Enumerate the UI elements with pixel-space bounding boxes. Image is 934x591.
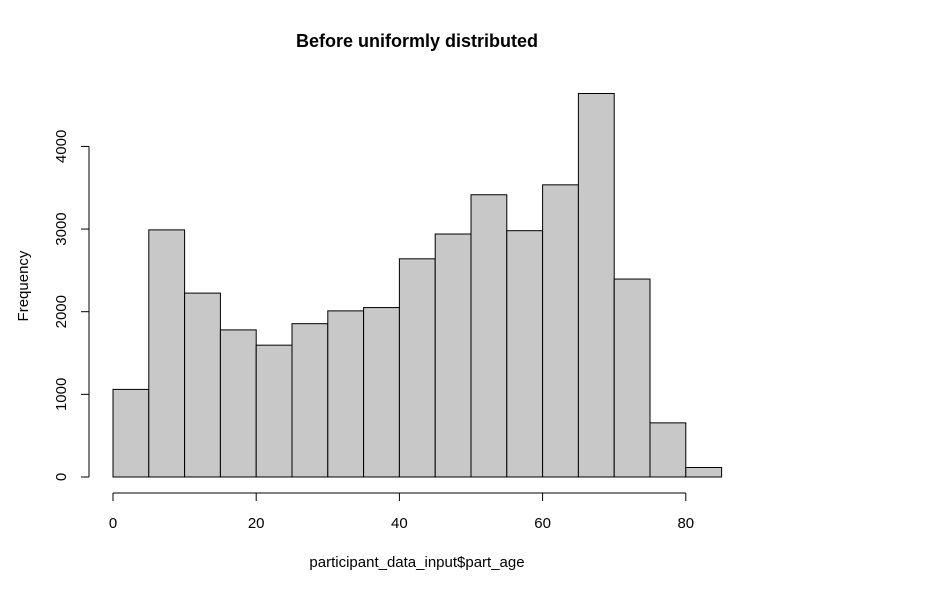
histogram-bar <box>184 292 221 478</box>
x-tick-label: 0 <box>109 515 117 532</box>
x-tick-label: 80 <box>677 515 694 532</box>
histogram-bar <box>398 258 436 478</box>
y-tick-label: 0 <box>53 473 70 481</box>
y-tick-label: 3000 <box>53 212 70 245</box>
x-tick-label: 60 <box>534 515 551 532</box>
histogram-bar <box>327 310 365 478</box>
histogram-bar <box>577 93 615 478</box>
histogram-bar <box>112 388 150 478</box>
y-tick-label: 2000 <box>53 295 70 328</box>
x-tick-label: 40 <box>391 515 408 532</box>
histogram-bar <box>685 466 723 478</box>
histogram-bar <box>219 329 257 478</box>
x-axis-label: participant_data_input$part_age <box>309 554 524 571</box>
histogram-bar <box>470 194 508 478</box>
histogram-bar <box>148 229 186 478</box>
y-tick-label: 4000 <box>53 130 70 163</box>
y-axis-label: Frequency <box>15 250 32 321</box>
histogram-bar <box>255 344 293 478</box>
histogram-bar <box>613 278 651 478</box>
histogram-bar <box>363 307 400 478</box>
bars-group <box>112 93 723 478</box>
histogram-bar <box>542 184 579 478</box>
histogram-bar <box>649 422 687 478</box>
histogram-bar <box>291 323 329 478</box>
histogram-bar <box>434 233 472 478</box>
chart-title: Before uniformly distributed <box>296 31 538 51</box>
x-axis: 0 20 40 60 80 <box>109 492 694 532</box>
x-tick-label: 20 <box>248 515 265 532</box>
histogram-bar <box>506 230 544 478</box>
y-axis: 0 1000 2000 3000 4000 <box>53 130 90 481</box>
y-tick-label: 1000 <box>53 378 70 411</box>
